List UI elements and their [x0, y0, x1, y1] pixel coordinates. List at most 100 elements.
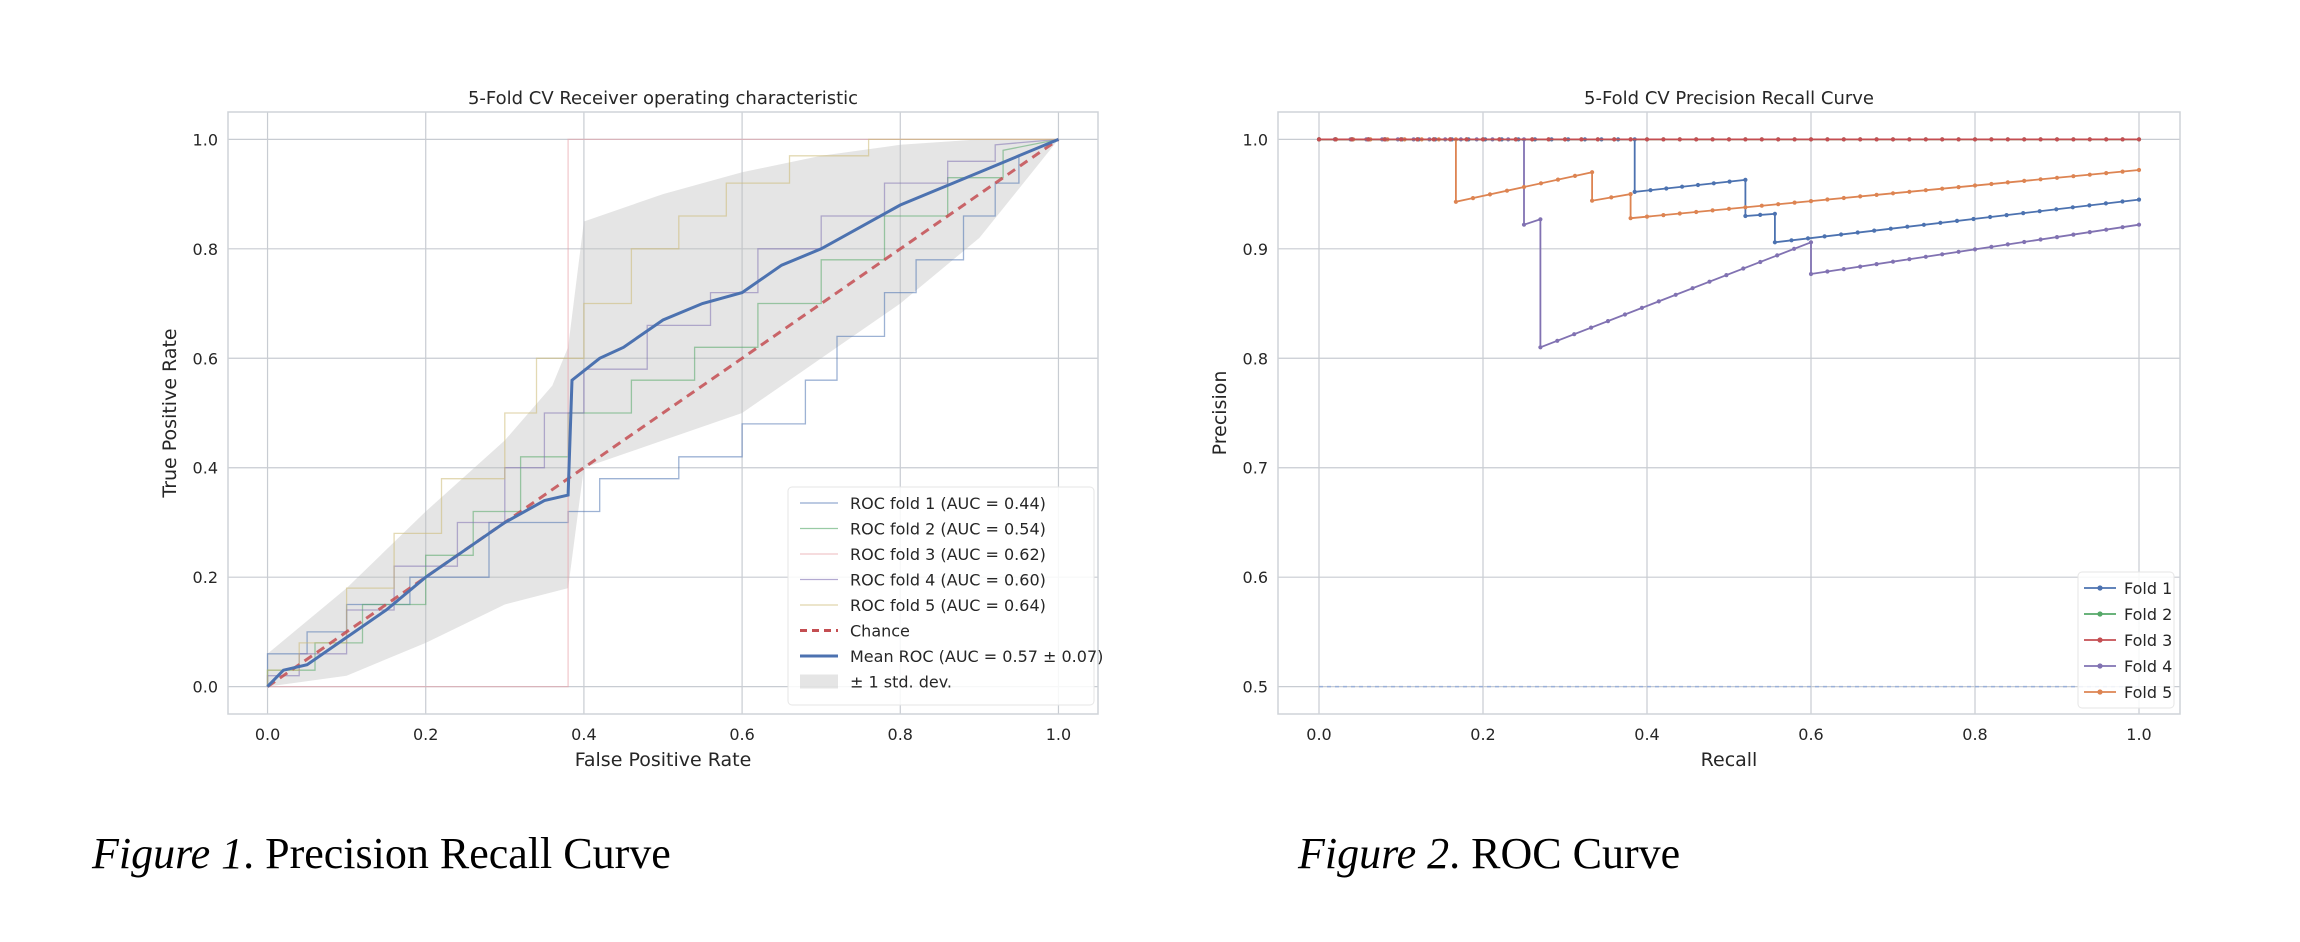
legend-entry: Fold 1 — [2124, 579, 2172, 598]
pr-marker — [1858, 137, 1863, 142]
legend-entry: ROC fold 3 (AUC = 0.62) — [850, 545, 1046, 564]
pr-marker — [1513, 137, 1518, 142]
legend-entry: ROC fold 2 (AUC = 0.54) — [850, 520, 1046, 539]
plot-2-axes: 0.0 0.2 0.4 0.6 0.8 1.0 0.5 0.6 0.7 0.8 0.9 1.0 5-Fo… — [1209, 88, 2181, 771]
pr-marker — [1907, 257, 1912, 262]
pr-marker — [2104, 171, 2109, 176]
y-tick-label: 0.4 — [193, 459, 218, 478]
pr-marker — [1772, 211, 1777, 216]
pr-marker — [1808, 271, 1814, 277]
pr-marker — [1808, 199, 1814, 204]
y-tick-label: 1.0 — [1243, 130, 1268, 149]
pr-marker — [1656, 299, 1661, 304]
pr-marker — [1743, 213, 1748, 219]
pr-marker — [1694, 209, 1699, 215]
figure-1-caption-label: Figure 1 — [92, 829, 244, 878]
pr-marker — [1628, 192, 1633, 197]
pr-marker — [1841, 267, 1846, 272]
pr-marker — [1743, 205, 1748, 210]
legend-entry: Mean ROC (AUC = 0.57 ± 0.07) — [850, 647, 1103, 666]
pr-marker — [1907, 137, 1912, 142]
pr-marker — [2037, 209, 2042, 214]
figure-1-caption-text: . Precision Recall Curve — [243, 829, 671, 878]
pr-marker — [1639, 305, 1644, 310]
pr-marker — [1521, 222, 1527, 227]
pr-marker — [1726, 206, 1732, 211]
pr-marker — [2136, 222, 2142, 227]
x-tick-label: 0.0 — [255, 725, 280, 744]
pr-marker — [1775, 253, 1780, 258]
pr-marker — [1938, 220, 1943, 225]
pr-marker — [1661, 137, 1666, 142]
legend-entry: Fold 5 — [2124, 683, 2172, 702]
pr-marker — [1504, 188, 1510, 193]
plot-1-axes: 0.0 0.2 0.4 0.6 0.8 1.0 0.0 0.2 0.4 0.6 0.8 1.0 5-Fo… — [159, 88, 1099, 771]
mean-roc-line — [266, 138, 1060, 688]
pr-marker — [1521, 184, 1527, 190]
pr-marker — [1664, 186, 1669, 191]
pr-marker — [2104, 227, 2109, 232]
pr-marker — [1349, 137, 1354, 142]
pr-marker — [1808, 240, 1814, 245]
figure-1-caption: Figure 1. Precision Recall Curve — [92, 828, 671, 879]
y-tick-label: 0.6 — [193, 349, 218, 368]
x-tick-label: 0.6 — [1798, 725, 1823, 744]
pr-marker — [2004, 213, 2009, 218]
legend-marker — [2097, 663, 2103, 669]
pr-marker — [1858, 194, 1863, 199]
figure-2-caption-label: Figure 2 — [1298, 829, 1450, 878]
pr-marker — [1316, 137, 1322, 142]
pr-marker — [1874, 137, 1879, 142]
pr-marker — [1989, 181, 1994, 187]
y-tick-label: 0.8 — [193, 240, 218, 259]
pr-marker — [1905, 224, 1910, 229]
pr-marker — [1555, 177, 1561, 182]
pr-marker — [1956, 249, 1961, 254]
legend-entry: ROC fold 4 (AUC = 0.60) — [850, 571, 1046, 590]
pr-fold-1-line — [1319, 138, 2140, 244]
pr-fold-4-line — [1319, 138, 2140, 349]
pr-marker — [1487, 192, 1493, 197]
y-tick-label: 0.9 — [1243, 240, 1268, 259]
pr-marker — [1612, 137, 1617, 142]
legend-entry: ± 1 std. dev. — [850, 673, 952, 692]
pr-marker — [1776, 202, 1781, 207]
pr-marker — [1694, 137, 1699, 142]
pr-marker — [1464, 137, 1469, 142]
pr-marker — [1855, 230, 1860, 235]
pr-marker — [1333, 137, 1338, 142]
pr-marker — [1841, 137, 1846, 142]
roc-fold-2-line — [266, 138, 1059, 687]
x-tick-label: 0.8 — [1962, 725, 1987, 744]
x-tick-label: 1.0 — [1046, 725, 1071, 744]
pr-marker — [1546, 137, 1551, 142]
pr-marker — [1609, 195, 1614, 200]
pr-marker — [1789, 238, 1794, 243]
x-tick-label: 1.0 — [2126, 725, 2151, 744]
pr-marker — [1595, 137, 1600, 142]
pr-marker — [1921, 222, 1926, 227]
pr-marker — [1711, 181, 1716, 186]
y-axis-label: True Positive Rate — [159, 328, 181, 498]
pr-marker — [1677, 211, 1682, 216]
pr-marker — [1758, 212, 1763, 217]
x-axis-label: False Positive Rate — [575, 749, 752, 771]
pr-marker — [1805, 236, 1811, 241]
pr-marker — [1661, 213, 1666, 218]
pr-marker — [2087, 172, 2092, 177]
pr-marker — [1590, 170, 1595, 175]
pr-marker — [1988, 214, 1993, 220]
y-tick-label: 0.8 — [1243, 349, 1268, 368]
pr-marker — [1972, 137, 1978, 142]
pr-fold-5-line — [1319, 138, 2140, 220]
legend-marker — [2097, 585, 2103, 591]
pr-marker — [1874, 192, 1879, 197]
pr-marker — [2005, 180, 2010, 185]
x-tick-label: 0.2 — [413, 725, 438, 744]
pr-marker — [2087, 203, 2092, 208]
pr-marker — [1538, 217, 1543, 222]
pr-marker — [1710, 137, 1715, 142]
pr-marker — [1792, 246, 1797, 251]
legend-entry: ROC fold 5 (AUC = 0.64) — [850, 596, 1046, 615]
